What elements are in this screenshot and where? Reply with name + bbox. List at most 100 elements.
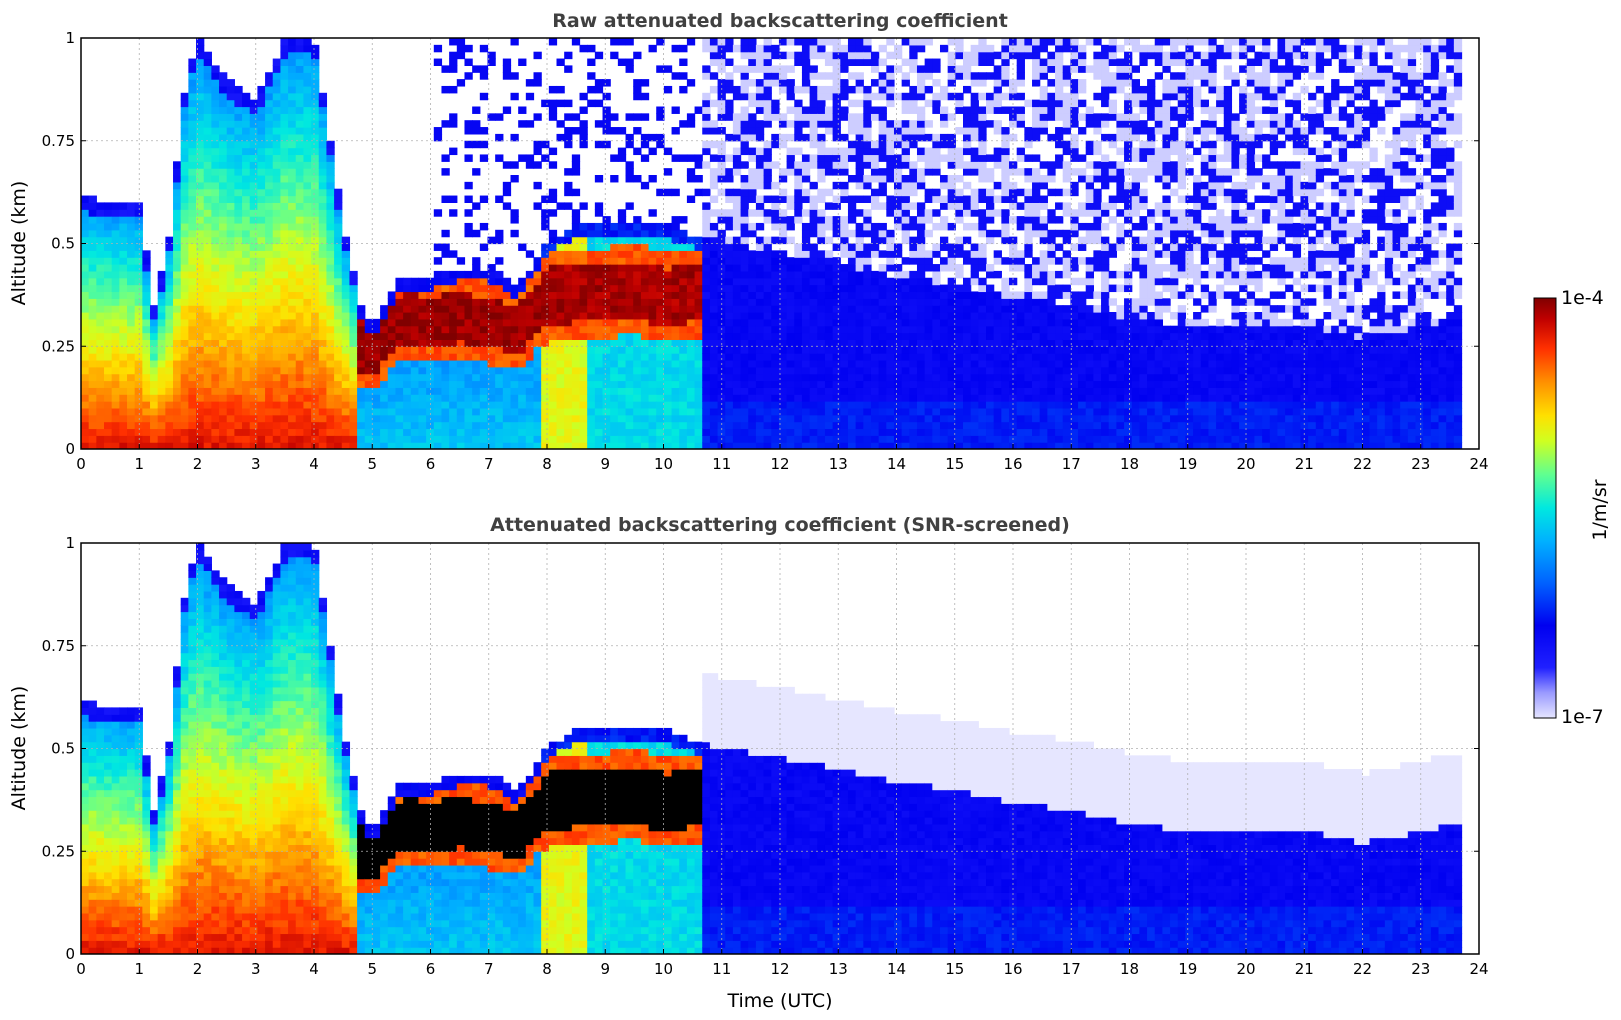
heatmap-cell [694, 325, 703, 334]
heatmap-cell [272, 394, 282, 402]
heatmap-cell [671, 380, 680, 388]
heatmap-cell [318, 222, 328, 231]
heatmap-cell [280, 44, 289, 53]
heatmap-cell [755, 305, 765, 313]
heatmap-cell [249, 154, 258, 162]
heatmap-cell [870, 284, 880, 293]
heatmap-cell [295, 65, 305, 73]
heatmap-cell [203, 318, 212, 327]
heatmap-cell [265, 222, 274, 231]
heatmap-cell [916, 79, 926, 87]
heatmap-cell [311, 318, 320, 327]
heatmap-cell [219, 195, 228, 203]
heatmap-cell [694, 421, 703, 430]
heatmap-cell [157, 346, 166, 354]
heatmap-cell [817, 92, 826, 101]
heatmap-cell [625, 353, 634, 361]
heatmap-cell [311, 312, 320, 320]
heatmap-cell [748, 181, 757, 190]
heatmap-cell [265, 442, 274, 449]
heatmap-cell [226, 332, 235, 340]
heatmap-cell [203, 380, 212, 388]
heatmap-cell [809, 154, 818, 162]
heatmap-cell [671, 428, 680, 436]
heatmap-cell [702, 264, 711, 272]
heatmap-cell [893, 209, 903, 217]
heatmap-cell [824, 38, 834, 46]
heatmap-cell [303, 291, 312, 299]
heatmap-cell [709, 332, 719, 340]
heatmap-cell [104, 264, 113, 272]
heatmap-cell [947, 353, 956, 361]
heatmap-cell [886, 435, 895, 443]
heatmap-cell [157, 421, 166, 430]
heatmap-cell [525, 79, 535, 87]
heatmap-cell [847, 44, 857, 53]
heatmap-cell [242, 305, 251, 313]
heatmap-cell [188, 133, 197, 142]
heatmap-cell [602, 435, 611, 443]
heatmap-cell [955, 38, 964, 46]
heatmap-cell [893, 195, 903, 203]
heatmap-cell [870, 175, 880, 183]
heatmap-cell [847, 366, 857, 375]
heatmap-cell [924, 353, 933, 361]
heatmap-cell [633, 325, 642, 334]
heatmap-cell [832, 79, 841, 87]
heatmap-cell [188, 421, 197, 430]
heatmap-cell [280, 421, 289, 430]
heatmap-cell [755, 366, 765, 375]
heatmap-cell [295, 72, 305, 80]
heatmap-cell [932, 209, 941, 217]
heatmap-cell [725, 277, 734, 286]
heatmap-cell [863, 305, 872, 313]
heatmap-cell [594, 318, 604, 327]
heatmap-cell [111, 428, 120, 436]
heatmap-cell [801, 387, 811, 395]
heatmap-cell [886, 65, 895, 73]
heatmap-cell [196, 140, 205, 149]
heatmap-cell [824, 72, 834, 80]
heatmap-cell [840, 318, 849, 327]
heatmap-cell [334, 428, 343, 436]
heatmap-cell [947, 264, 956, 272]
heatmap-cell [288, 236, 297, 245]
heatmap-cell [886, 387, 895, 395]
heatmap-cell [127, 359, 136, 368]
heatmap-cell [801, 380, 811, 388]
heatmap-cell [847, 277, 857, 286]
heatmap-cell [211, 428, 220, 436]
heatmap-cell [334, 229, 343, 238]
heatmap-cell [809, 127, 818, 135]
heatmap-cell [449, 298, 458, 306]
heatmap-cell [840, 92, 849, 101]
heatmap-cell [441, 277, 450, 286]
heatmap-cell [372, 325, 381, 334]
heatmap-cell [832, 332, 841, 340]
heatmap-cell [909, 51, 918, 60]
heatmap-cell [556, 250, 565, 258]
heatmap-cell [771, 181, 780, 190]
heatmap-cell [387, 346, 397, 354]
heatmap-cell [855, 51, 864, 60]
heatmap-cell [970, 353, 979, 361]
heatmap-cell [265, 270, 274, 279]
heatmap-cell [587, 421, 596, 430]
heatmap-cell [249, 127, 258, 135]
heatmap-cell [173, 277, 182, 286]
heatmap-cell [809, 325, 818, 334]
heatmap-cell [472, 284, 481, 293]
heatmap-cell [893, 401, 903, 409]
heatmap-cell [955, 175, 964, 183]
heatmap-cell [226, 92, 235, 101]
heatmap-cell [786, 435, 795, 443]
heatmap-cell [104, 291, 113, 299]
heatmap-cell [648, 257, 657, 265]
heatmap-cell [909, 168, 918, 176]
heatmap-cell [410, 339, 420, 347]
heatmap-cell [648, 291, 657, 299]
heatmap-cell [303, 154, 312, 162]
heatmap-cell [963, 147, 972, 156]
heatmap-cell [548, 339, 558, 347]
heatmap-cell [96, 277, 105, 286]
